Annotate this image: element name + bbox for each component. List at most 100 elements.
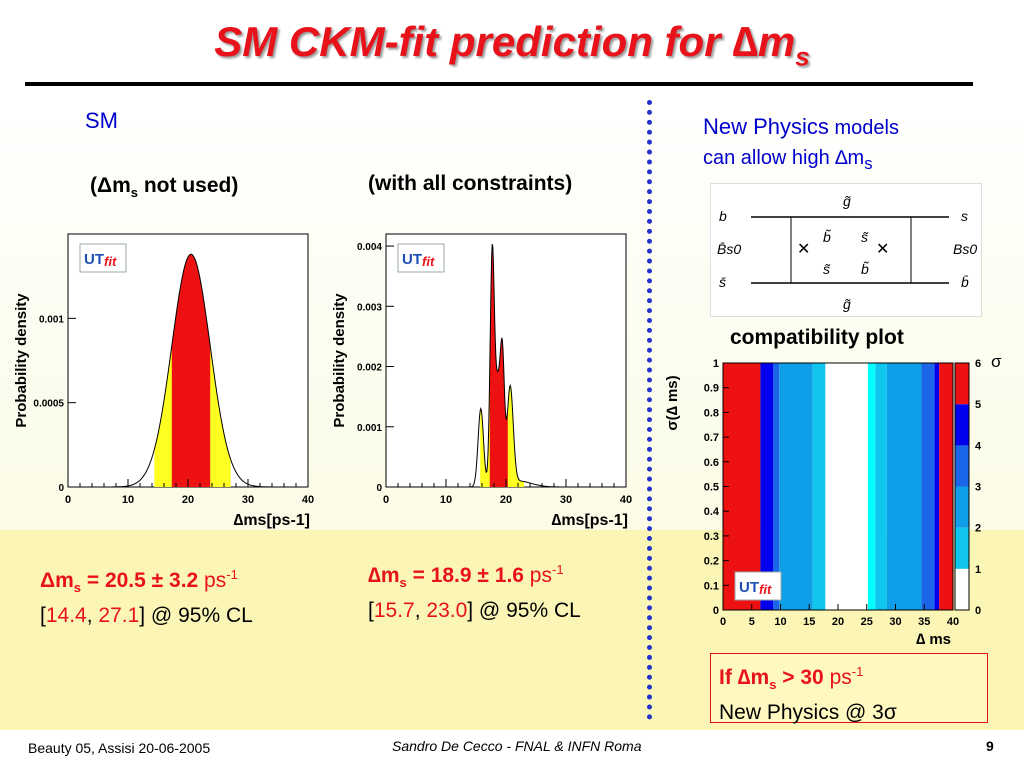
x-tick-label: 30 (889, 616, 901, 628)
y-tick-label: 0.2 (704, 556, 719, 568)
diagram-label: s̃ (861, 229, 869, 245)
x-tick-label: 0 (65, 494, 71, 506)
colorbar-label: σ (991, 352, 1002, 371)
diagram-label: Bs0 (953, 241, 977, 257)
colorbar-frame (954, 362, 970, 611)
y-tick-label: 0.001 (357, 423, 382, 434)
colorbar-segment (955, 527, 969, 569)
heatmap-band (773, 363, 780, 610)
utfit-logo-text: UT (739, 579, 759, 596)
diagram-label: B̄s0 (717, 241, 741, 257)
footer-left: Beauty 05, Assisi 20-06-2005 (28, 740, 211, 756)
x-tick-label: 40 (620, 494, 632, 506)
sm-label: SM (85, 108, 118, 133)
y-tick-label: 0 (376, 483, 382, 494)
utfit-logo-text: fit (759, 582, 772, 597)
colorbar-tick-label: 0 (975, 605, 981, 617)
chart-left: 0 10 20 30 40 0 0.0005 0.001 Probability density… (13, 233, 314, 529)
colorbar-tick-label: 6 (975, 358, 981, 370)
y-tick-label: 0.003 (357, 302, 382, 313)
colorbar-segment (955, 445, 969, 487)
utfit-logo-text: UT (84, 251, 104, 268)
x-axis-label: ∆ms[ps-1] (234, 512, 310, 529)
x-tick-label: 30 (242, 494, 254, 506)
y-tick-label: 0.0005 (33, 399, 64, 410)
colorbar-segment (955, 363, 969, 405)
y-tick-label: 0.7 (704, 432, 719, 444)
y-axis-label: σ(∆ ms) (664, 375, 681, 430)
x-tick-label: 40 (947, 616, 959, 628)
diagram-label: s (961, 208, 968, 224)
y-tick-label: 0.9 (704, 383, 719, 395)
feynman-diagram: ✕ ✕ b B̄s0 s̄ g̃ b̃ s̃ s̃ b̃ g̃ s Bs0 b̄ (710, 183, 982, 317)
utfit-logo-text: UT (402, 251, 422, 268)
heatmap-band (875, 363, 887, 610)
x-tick-label: 10 (774, 616, 786, 628)
y-axis-label: Probability density (13, 293, 30, 428)
x-tick-label: 5 (749, 616, 755, 628)
x-axis-label: ∆ ms (916, 631, 951, 648)
y-tick-label: 0 (58, 483, 64, 494)
new-physics-note: New Physics models can allow high ∆ms (703, 114, 899, 173)
caption-left: (Δms not used) (90, 174, 239, 201)
heatmap-band (886, 363, 922, 610)
chart-compatibility: 0 5 10 15 20 25 30 35 4000.10.20.30.40.50.60.70.… (664, 352, 1002, 648)
density-curve (386, 243, 626, 488)
caption-middle: (with all constraints) (368, 172, 573, 195)
diagram-label: s̃ (823, 261, 831, 277)
heatmap-band (812, 363, 826, 610)
feynman-svg: ✕ ✕ b B̄s0 s̄ g̃ b̃ s̃ s̃ b̃ g̃ s Bs0 b̄ (717, 193, 977, 312)
colorbar-tick-label: 5 (975, 399, 981, 411)
diagram-label: g̃ (843, 193, 851, 209)
x-tick-label: 20 (832, 616, 844, 628)
colorbar-tick-label: 2 (975, 523, 981, 535)
y-tick-label: 0.1 (704, 580, 719, 592)
x-tick-label: 40 (302, 494, 314, 506)
y-tick-label: 0.5 (704, 482, 719, 494)
x-tick-label: 15 (803, 616, 815, 628)
x-tick-label: 20 (500, 494, 512, 506)
y-tick-label: 1 (713, 358, 719, 370)
new-physics-threshold-box: If ∆ms > 30 ps-1 New Physics @ 3σ (710, 653, 988, 724)
heatmap-band (723, 363, 761, 610)
y-tick-label: 0.002 (357, 363, 382, 374)
diagram-label: s̄ (719, 274, 726, 290)
x-tick-label: 0 (720, 616, 726, 628)
y-tick-label: 0.001 (39, 314, 64, 325)
y-tick-label: 0.8 (704, 407, 719, 419)
colorbar-tick-label: 3 (975, 482, 981, 494)
x-tick-label: 10 (440, 494, 452, 506)
y-tick-label: 0.4 (704, 506, 720, 518)
x-axis-label: ∆ms[ps-1] (552, 512, 628, 529)
colorbar-tick-label: 1 (975, 564, 981, 576)
utfit-logo-text: fit (422, 254, 435, 269)
colorbar-segment (955, 568, 969, 610)
band-68-percent (171, 254, 211, 487)
diagram-label: b̃ (823, 229, 831, 245)
heatmap-band (867, 363, 876, 610)
heatmap-band (939, 363, 953, 610)
title-underline (25, 82, 973, 86)
heatmap-band (934, 363, 940, 610)
diagram-label: b (719, 208, 727, 224)
colorbar-segment (955, 486, 969, 528)
x-tick-label: 0 (383, 494, 389, 506)
colorbar-segment (955, 404, 969, 446)
chart-middle: 0 10 20 30 40 0 0.001 0.002 0.003 0.004 Probabilit… (331, 233, 632, 529)
heatmap-band (921, 363, 935, 610)
heatmap-band (760, 363, 773, 610)
compatibility-plot-label: compatibility plot (730, 326, 904, 349)
x-tick-label: 30 (560, 494, 572, 506)
diagram-label: b̃ (861, 261, 869, 277)
heatmap-band (825, 363, 868, 610)
y-axis-label: Probability density (331, 293, 348, 428)
utfit-logo (397, 243, 445, 273)
result-left: Δms = 20.5 ± 3.2 ps-1 [14.4, 27.1] @ 95%… (40, 567, 253, 628)
utfit-logo-text: fit (104, 254, 117, 269)
page-number: 9 (986, 738, 994, 754)
heatmap-band (779, 363, 813, 610)
svg-text:✕: ✕ (797, 241, 810, 258)
utfit-logo (79, 243, 127, 273)
colorbar-tick-label: 4 (975, 440, 982, 452)
x-tick-label: 10 (122, 494, 134, 506)
